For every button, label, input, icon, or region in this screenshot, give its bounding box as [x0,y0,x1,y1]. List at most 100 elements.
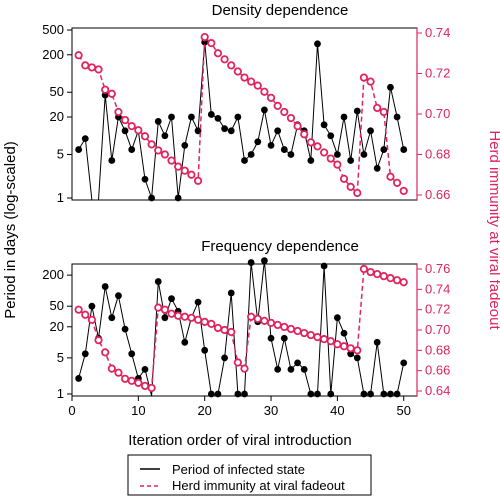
period-point [387,390,394,398]
period-point [367,390,374,398]
herd-immunity-point [193,176,203,185]
period-point [161,132,169,140]
period-point [393,390,401,398]
herd-immunity-point [167,309,176,318]
period-point [227,127,235,135]
herd-immunity-point [247,77,256,86]
period-point [353,107,361,115]
right-tick-label: 0.74 [425,25,450,40]
herd-immunity-point [160,150,169,159]
herd-immunity-point [193,315,203,324]
x-tick-label: 0 [68,403,75,418]
period-point [380,146,388,153]
period-point [247,151,255,158]
herd-immunity-point [379,107,388,117]
period-point [347,157,355,164]
herd-immunity-point [353,346,362,355]
legend-box [127,454,372,496]
herd-immunity-point [120,374,130,383]
period-point [101,283,109,290]
frequency-title: Frequency dependence [201,238,359,255]
herd-immunity-point [134,378,143,387]
period-point [154,118,162,125]
period-point [294,359,301,367]
period-point [168,295,175,303]
herd-immunity-point [333,160,342,169]
right-tick-label: 0.64 [425,383,450,398]
period-point [280,146,288,153]
period-point [333,314,341,322]
period-point [128,350,136,358]
period-point [227,289,235,297]
right-tick-label: 0.74 [425,281,450,296]
herd-immunity-point [74,51,83,60]
herd-immunity-point [87,63,97,72]
herd-immunity-point [392,276,402,285]
density-title: Density dependence [212,2,349,19]
herd-immunity-point [313,142,322,151]
period-point [75,375,83,382]
frequency-right-ticks: 0.64 0.66 0.68 0.70 0.72 0.74 0.76 [416,261,450,398]
period-point [154,278,162,285]
right-tick-label: 0.72 [425,302,450,317]
herd-immunity-point [386,274,395,283]
herd-immunity-point [233,67,242,76]
x-tick-label: 20 [197,403,211,418]
right-tick-label: 0.70 [425,106,450,121]
herd-immunity-point [366,77,375,86]
herd-immunity-point [247,312,256,321]
period-point [280,334,288,342]
period-point [168,113,175,121]
herd-immunity-point [346,182,355,191]
herd-immunity-point [213,49,223,58]
period-point [261,106,268,114]
herd-immunity-point [300,328,309,338]
period-point [347,350,355,358]
herd-immunity-point [167,156,176,165]
herd-immunity-point [306,330,315,340]
herd-immunity-point [306,138,315,147]
period-point [274,365,282,373]
left-tick-label: 50 [50,298,64,313]
right-tick-label: 0.66 [425,363,450,378]
legend-entry-herd: Herd immunity at viral fadeout [172,478,345,493]
right-tick-label: 0.68 [425,342,450,357]
herd-immunity-point [147,140,156,149]
period-point [254,138,262,146]
left-tick-label: 500 [42,22,64,37]
left-tick-label: 50 [50,84,64,99]
herd-immunity-point [366,267,375,277]
x-tick-label: 50 [396,403,410,418]
herd-immunity-point [280,107,289,117]
period-point [267,334,275,342]
period-point [387,83,394,91]
herd-immunity-point [200,317,209,326]
herd-immunity-point [107,89,116,98]
x-tick-label: 30 [264,403,278,418]
left-tick-label: 5 [57,350,64,365]
herd-immunity-point [87,315,97,324]
period-point [121,325,129,333]
herd-immunity-point [187,313,196,322]
period-point [380,390,388,398]
herd-immunity-point [207,39,216,48]
period-point [115,292,122,300]
period-point [373,164,381,172]
period-point [360,390,368,398]
herd-immunity-point [114,107,123,117]
herd-immunity-point [266,318,276,327]
period-point [241,390,248,398]
period-point [128,146,136,153]
left-tick-label: 200 [42,267,64,282]
herd-immunity-point [207,319,216,328]
x-tick-label: 10 [131,403,145,418]
period-point [194,298,202,306]
y-axis-left-label: Period in days (log-scaled) [2,141,19,319]
left-tick-label: 5 [57,146,64,161]
period-point [314,390,321,398]
left-tick-label: 1 [57,386,64,401]
herd-immunity-point [240,73,249,82]
herd-immunity-point [200,32,209,42]
